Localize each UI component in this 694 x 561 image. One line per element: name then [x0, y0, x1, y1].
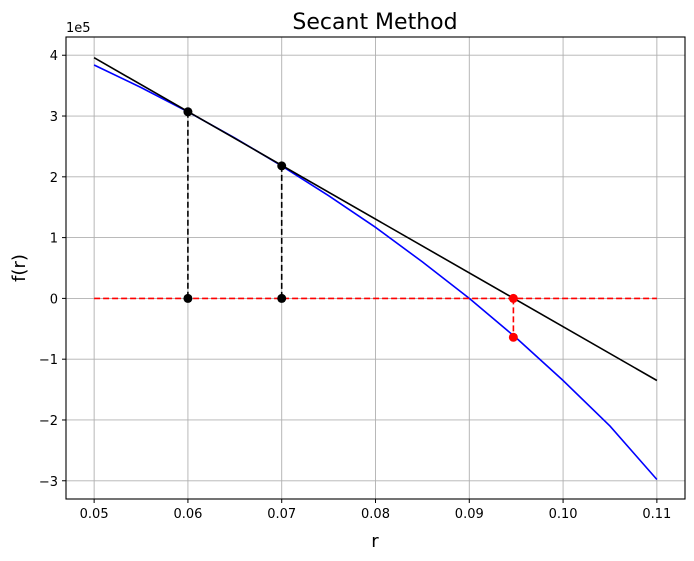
y-tick-label: 3 — [50, 110, 58, 125]
data-point-marker — [277, 161, 287, 171]
y-tick-label: 0 — [50, 292, 58, 307]
y-tick-label: −2 — [39, 414, 58, 429]
plot-markers — [183, 107, 518, 342]
y-tick-label: −3 — [39, 475, 58, 490]
x-tick-label: 0.07 — [267, 507, 296, 522]
chart-title: Secant Method — [292, 10, 457, 35]
x-axis-label: r — [371, 531, 379, 552]
y-tick-label: 1 — [50, 232, 58, 247]
data-point-marker — [277, 293, 287, 303]
x-tick-label: 0.06 — [173, 507, 202, 522]
grid-lines — [66, 37, 685, 499]
x-tick-label: 0.11 — [642, 507, 671, 522]
y-tick-label: −1 — [39, 353, 58, 368]
y-axis-offset-label: 1e5 — [66, 21, 91, 36]
y-tick-label: 2 — [50, 171, 58, 186]
data-point-marker — [183, 107, 193, 117]
x-tick-label: 0.09 — [455, 507, 484, 522]
x-axis-ticks: 0.05 0.06 0.07 0.08 0.09 0.10 0.11 — [80, 499, 671, 522]
y-axis-ticks: 4 3 2 1 0 −1 −2 −3 — [39, 49, 66, 490]
data-point-marker — [183, 293, 193, 303]
data-point-marker — [508, 332, 518, 342]
x-tick-label: 0.08 — [361, 507, 390, 522]
x-tick-label: 0.10 — [549, 507, 578, 522]
data-point-marker — [508, 293, 518, 303]
y-tick-label: 4 — [50, 49, 58, 64]
x-tick-label: 0.05 — [80, 507, 109, 522]
y-axis-label: f(r) — [9, 254, 30, 282]
